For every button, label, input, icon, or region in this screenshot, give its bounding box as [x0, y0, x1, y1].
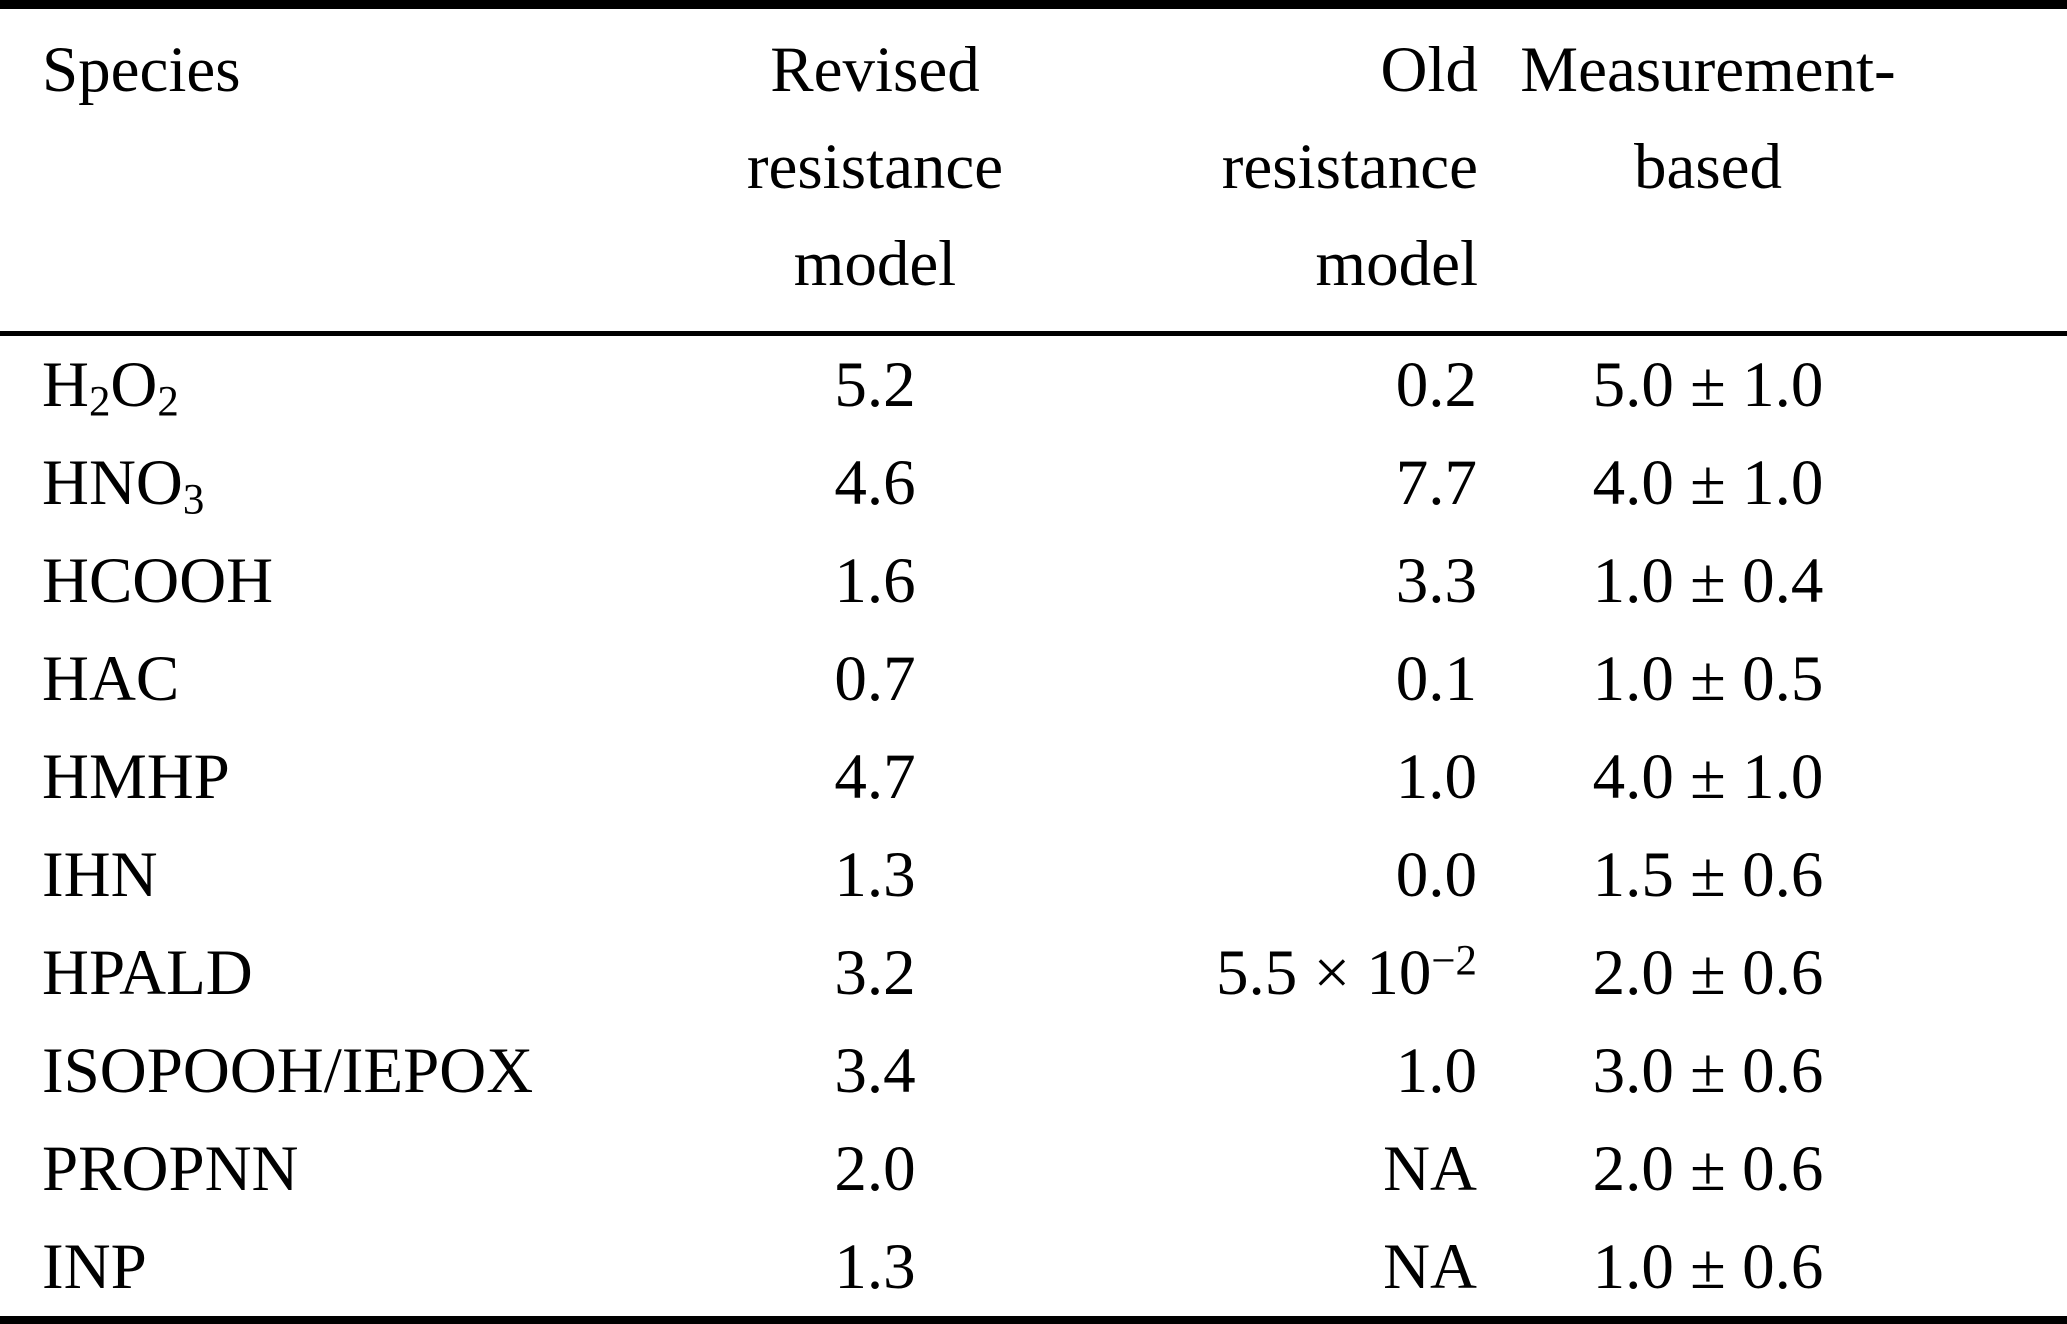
- measurement-value-cell: 1.0 ± 0.5: [1592, 642, 1824, 715]
- row-spacer: [1938, 1022, 2067, 1120]
- old-value-cell: 0.0: [1395, 838, 1477, 911]
- revised-value-cell: 4.6: [834, 446, 916, 519]
- species-cell: PROPNN: [42, 1132, 299, 1205]
- species-cell: IHN: [42, 838, 158, 911]
- measurement-value-cell: 4.0 ± 1.0: [1592, 740, 1824, 813]
- old-value-cell: 7.7: [1395, 446, 1477, 519]
- old-value-cell: 1.0: [1395, 1034, 1477, 1107]
- table-header: Species Revised resistance model Old res…: [0, 5, 2067, 334]
- measurement-value-cell: 3.0 ± 0.6: [1592, 1034, 1824, 1107]
- row-spacer: [1938, 630, 2067, 728]
- table-row: HCOOH 1.6 3.3 1.0 ± 0.4: [0, 532, 2067, 630]
- table-row: IHN 1.3 0.0 1.5 ± 0.6: [0, 826, 2067, 924]
- column-header-revised-model: Revised resistance model: [640, 5, 1110, 334]
- column-header-old-model: Old resistance model: [1110, 5, 1478, 334]
- old-value-cell: NA: [1383, 1230, 1477, 1303]
- species-cell: H2O2: [42, 348, 179, 425]
- measurement-value-cell: 1.0 ± 0.6: [1592, 1230, 1824, 1303]
- row-spacer: [1938, 1218, 2067, 1321]
- row-spacer: [1938, 826, 2067, 924]
- revised-value-cell: 3.4: [834, 1034, 916, 1107]
- measurement-value-cell: 1.0 ± 0.4: [1592, 544, 1824, 617]
- measurement-value-cell: 5.0 ± 1.0: [1592, 348, 1824, 421]
- revised-value-cell: 3.2: [834, 936, 916, 1009]
- old-value-cell: 3.3: [1395, 544, 1477, 617]
- header-line: based: [1634, 131, 1782, 203]
- row-spacer: [1938, 1120, 2067, 1218]
- header-line: Old: [1380, 34, 1479, 106]
- revised-value-cell: 1.3: [834, 838, 916, 911]
- table-row: PROPNN 2.0 NA 2.0 ± 0.6: [0, 1120, 2067, 1218]
- species-cell: INP: [42, 1230, 147, 1303]
- column-header-species: Species: [0, 5, 640, 334]
- measurement-value-cell: 4.0 ± 1.0: [1592, 446, 1824, 519]
- table-row: HMHP 4.7 1.0 4.0 ± 1.0: [0, 728, 2067, 826]
- column-header-measurement-based: Measurement- based: [1478, 5, 1938, 334]
- row-spacer: [1938, 532, 2067, 630]
- header-line: model: [793, 228, 957, 300]
- table-row: ISOPOOH/IEPOX 3.4 1.0 3.0 ± 0.6: [0, 1022, 2067, 1120]
- species-cell: HMHP: [42, 740, 230, 813]
- revised-value-cell: 0.7: [834, 642, 916, 715]
- row-spacer: [1938, 924, 2067, 1022]
- revised-value-cell: 2.0: [834, 1132, 916, 1205]
- table-row: HNO3 4.6 7.7 4.0 ± 1.0: [0, 434, 2067, 532]
- old-value-cell: 0.1: [1395, 642, 1477, 715]
- species-cell: HPALD: [42, 936, 253, 1009]
- revised-value-cell: 1.6: [834, 544, 916, 617]
- species-cell: HCOOH: [42, 544, 274, 617]
- measurement-value-cell: 2.0 ± 0.6: [1592, 1132, 1824, 1205]
- header-line: Measurement-: [1520, 34, 1896, 106]
- table-row: HAC 0.7 0.1 1.0 ± 0.5: [0, 630, 2067, 728]
- species-cell: ISOPOOH/IEPOX: [42, 1034, 534, 1107]
- header-line: model: [1315, 228, 1478, 300]
- measurement-value-cell: 2.0 ± 0.6: [1592, 936, 1824, 1009]
- old-value-cell: 1.0: [1395, 740, 1477, 813]
- revised-value-cell: 4.7: [834, 740, 916, 813]
- measurement-value-cell: 1.5 ± 0.6: [1592, 838, 1824, 911]
- revised-value-cell: 1.3: [834, 1230, 916, 1303]
- row-spacer: [1938, 334, 2067, 435]
- header-line: Revised: [770, 34, 980, 106]
- header-line: resistance: [746, 131, 1004, 203]
- old-value-cell: 0.2: [1395, 348, 1477, 421]
- revised-value-cell: 5.2: [834, 348, 916, 421]
- table-row: INP 1.3 NA 1.0 ± 0.6: [0, 1218, 2067, 1321]
- header-spacer: [1938, 5, 2067, 334]
- old-value-cell: 5.5 × 10−2: [1215, 936, 1477, 1009]
- table-row: H2O2 5.2 0.2 5.0 ± 1.0: [0, 334, 2067, 435]
- table-row: HPALD 3.2 5.5 × 10−2 2.0 ± 0.6: [0, 924, 2067, 1022]
- species-cell: HNO3: [42, 446, 205, 523]
- header-row: Species Revised resistance model Old res…: [0, 5, 2067, 334]
- row-spacer: [1938, 728, 2067, 826]
- old-value-cell: NA: [1383, 1132, 1477, 1205]
- header-line: Species: [42, 34, 241, 106]
- table-body: H2O2 5.2 0.2 5.0 ± 1.0 HNO3 4.6 7.7 4.0 …: [0, 334, 2067, 1321]
- species-cell: HAC: [42, 642, 180, 715]
- row-spacer: [1938, 434, 2067, 532]
- header-line: resistance: [1221, 131, 1478, 203]
